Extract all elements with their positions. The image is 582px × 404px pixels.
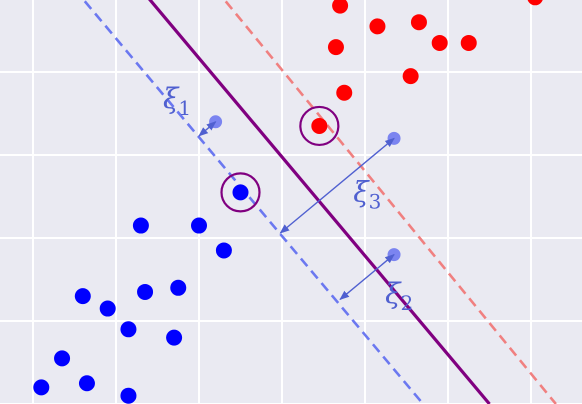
negative-point xyxy=(120,321,137,338)
negative-point xyxy=(191,217,207,234)
negative-point xyxy=(74,288,91,305)
positive-point xyxy=(332,0,349,14)
positive-point xyxy=(311,117,328,134)
slack-arrow xyxy=(279,137,395,234)
negative-point xyxy=(54,350,71,367)
support-vector-ring xyxy=(220,172,261,213)
slack-labels: ξ1 ξ3 ξ2 xyxy=(163,82,413,315)
negative-point xyxy=(132,217,149,234)
data-points xyxy=(33,0,543,404)
slack-label-1: ξ1 xyxy=(163,82,191,120)
positive-margin-line xyxy=(222,0,557,404)
positive-point xyxy=(327,39,344,56)
positive-point xyxy=(527,0,543,6)
slack-label-2: ξ2 xyxy=(385,277,413,315)
slack-label-3: ξ3 xyxy=(353,176,381,214)
negative-point xyxy=(232,184,249,201)
negative-point xyxy=(120,387,137,404)
negative-point xyxy=(99,300,116,317)
slack-arrow xyxy=(198,121,217,137)
positive-point xyxy=(336,84,353,101)
negative-point xyxy=(137,283,154,300)
positive-point xyxy=(460,34,477,51)
slack-arrow xyxy=(339,253,395,301)
negative-point xyxy=(78,375,95,392)
slack-arrows xyxy=(198,121,395,301)
negative-point xyxy=(166,329,183,346)
negative-point xyxy=(170,279,187,296)
positive-point xyxy=(431,34,448,51)
negative-margin-line xyxy=(82,0,425,404)
positive-point xyxy=(410,14,427,31)
positive-point xyxy=(369,18,386,35)
negative-point xyxy=(33,379,50,396)
positive-point xyxy=(402,68,419,85)
negative-point xyxy=(215,242,232,259)
